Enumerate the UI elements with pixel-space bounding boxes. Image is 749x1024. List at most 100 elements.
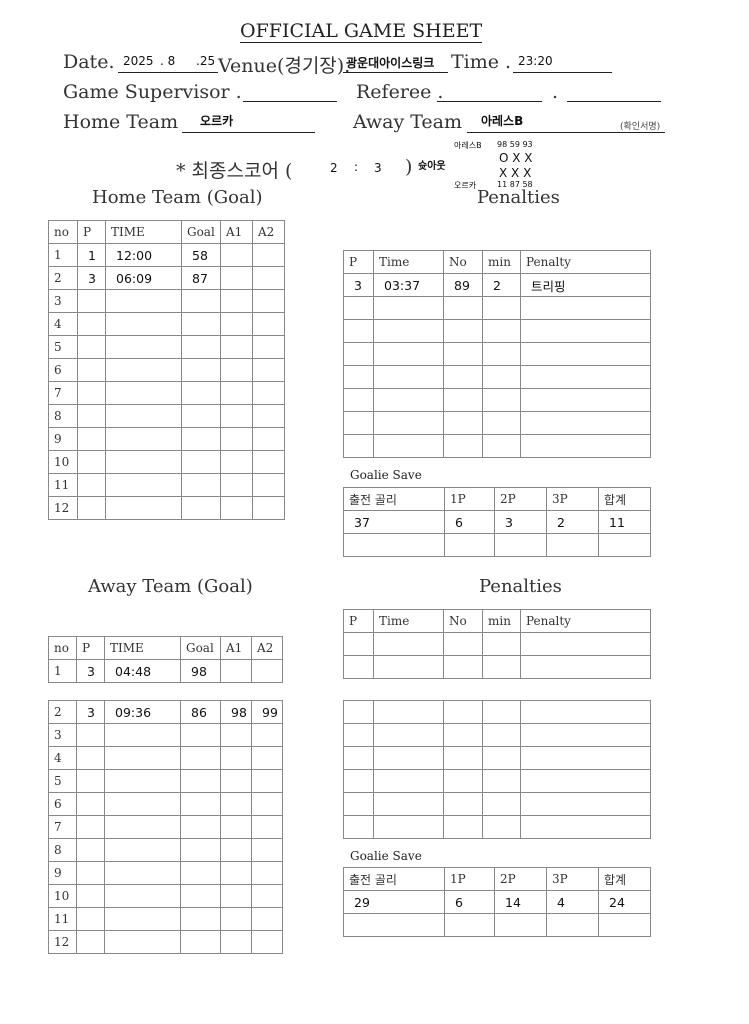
table-cell[interactable]: [220, 659, 252, 683]
time-value[interactable]: 23:20: [518, 54, 553, 68]
table-cell[interactable]: [443, 388, 483, 412]
table-cell[interactable]: [343, 746, 374, 770]
date-day[interactable]: .25: [196, 54, 216, 68]
table-cell[interactable]: [105, 473, 182, 497]
table-cell[interactable]: [343, 769, 374, 793]
table-cell[interactable]: [598, 913, 651, 937]
table-cell[interactable]: [520, 815, 651, 839]
table-cell[interactable]: [104, 792, 181, 816]
table-cell[interactable]: [373, 769, 444, 793]
table-cell[interactable]: 98: [180, 659, 221, 683]
table-cell[interactable]: [104, 815, 181, 839]
table-cell[interactable]: [76, 746, 105, 770]
table-cell[interactable]: [220, 930, 252, 954]
table-cell[interactable]: 3: [494, 510, 547, 534]
table-cell[interactable]: [443, 319, 483, 343]
table-cell[interactable]: [443, 700, 483, 724]
table-cell[interactable]: [76, 815, 105, 839]
table-cell[interactable]: [220, 861, 252, 885]
table-cell[interactable]: [252, 473, 285, 497]
table-cell[interactable]: [494, 913, 547, 937]
table-cell[interactable]: [482, 319, 521, 343]
table-cell[interactable]: [180, 884, 221, 908]
table-cell[interactable]: [251, 815, 283, 839]
table-cell[interactable]: [482, 723, 521, 747]
table-cell[interactable]: 2: [546, 510, 599, 534]
table-cell[interactable]: [220, 723, 252, 747]
table-cell[interactable]: [105, 381, 182, 405]
table-cell[interactable]: [252, 358, 285, 382]
table-cell[interactable]: [343, 296, 374, 320]
table-cell[interactable]: [180, 930, 221, 954]
away-score[interactable]: 3: [374, 161, 382, 175]
table-cell[interactable]: 3: [343, 273, 374, 297]
table-cell[interactable]: [482, 792, 521, 816]
table-cell[interactable]: 04:48: [104, 659, 181, 683]
table-cell[interactable]: [77, 381, 106, 405]
date-year[interactable]: 2025: [123, 54, 154, 68]
table-cell[interactable]: [104, 723, 181, 747]
table-cell[interactable]: [105, 358, 182, 382]
table-cell[interactable]: [77, 427, 106, 451]
table-cell[interactable]: [180, 815, 221, 839]
home-team-value[interactable]: 오르카: [200, 114, 234, 128]
table-cell[interactable]: 14: [494, 890, 547, 914]
table-cell[interactable]: [443, 434, 483, 458]
table-cell[interactable]: 4: [546, 890, 599, 914]
table-cell[interactable]: [105, 404, 182, 428]
table-cell[interactable]: [251, 723, 283, 747]
table-cell[interactable]: [443, 296, 483, 320]
table-cell[interactable]: [252, 289, 285, 313]
table-cell[interactable]: [220, 358, 253, 382]
table-cell[interactable]: [77, 335, 106, 359]
table-cell[interactable]: [76, 884, 105, 908]
table-cell[interactable]: 3: [76, 659, 105, 683]
table-cell[interactable]: [105, 427, 182, 451]
table-cell[interactable]: [76, 930, 105, 954]
table-cell[interactable]: [598, 533, 651, 557]
table-cell[interactable]: [180, 792, 221, 816]
table-cell[interactable]: [373, 411, 444, 435]
table-cell[interactable]: [343, 319, 374, 343]
table-cell[interactable]: [373, 632, 444, 656]
table-cell[interactable]: [373, 365, 444, 389]
table-cell[interactable]: [104, 884, 181, 908]
table-cell[interactable]: 6: [444, 510, 495, 534]
table-cell[interactable]: [76, 769, 105, 793]
table-cell[interactable]: [443, 365, 483, 389]
table-cell[interactable]: [546, 913, 599, 937]
table-cell[interactable]: [181, 496, 221, 520]
table-cell[interactable]: 89: [443, 273, 483, 297]
table-cell[interactable]: 09:36: [104, 700, 181, 724]
table-cell[interactable]: [443, 655, 483, 679]
table-cell[interactable]: 98: [220, 700, 252, 724]
table-cell[interactable]: [443, 411, 483, 435]
table-cell[interactable]: [520, 792, 651, 816]
table-cell[interactable]: [343, 632, 374, 656]
table-cell[interactable]: [373, 700, 444, 724]
table-cell[interactable]: 3: [77, 266, 106, 290]
table-cell[interactable]: [444, 533, 495, 557]
table-cell[interactable]: [520, 434, 651, 458]
table-cell[interactable]: [220, 289, 253, 313]
table-cell[interactable]: [373, 296, 444, 320]
table-cell[interactable]: 1: [77, 243, 106, 267]
table-cell[interactable]: [251, 930, 283, 954]
table-cell[interactable]: [181, 404, 221, 428]
table-cell[interactable]: [373, 319, 444, 343]
table-cell[interactable]: 37: [343, 510, 445, 534]
table-cell[interactable]: [443, 746, 483, 770]
table-cell[interactable]: [252, 312, 285, 336]
table-cell[interactable]: [520, 769, 651, 793]
table-cell[interactable]: [220, 312, 253, 336]
supervisor-field[interactable]: [243, 101, 337, 102]
date-month[interactable]: . 8: [160, 54, 176, 68]
table-cell[interactable]: [251, 907, 283, 931]
table-cell[interactable]: [482, 411, 521, 435]
table-cell[interactable]: [181, 335, 221, 359]
table-cell[interactable]: [373, 655, 444, 679]
table-cell[interactable]: [180, 861, 221, 885]
home-score[interactable]: 2: [330, 161, 338, 175]
table-cell[interactable]: [180, 746, 221, 770]
table-cell[interactable]: [180, 838, 221, 862]
